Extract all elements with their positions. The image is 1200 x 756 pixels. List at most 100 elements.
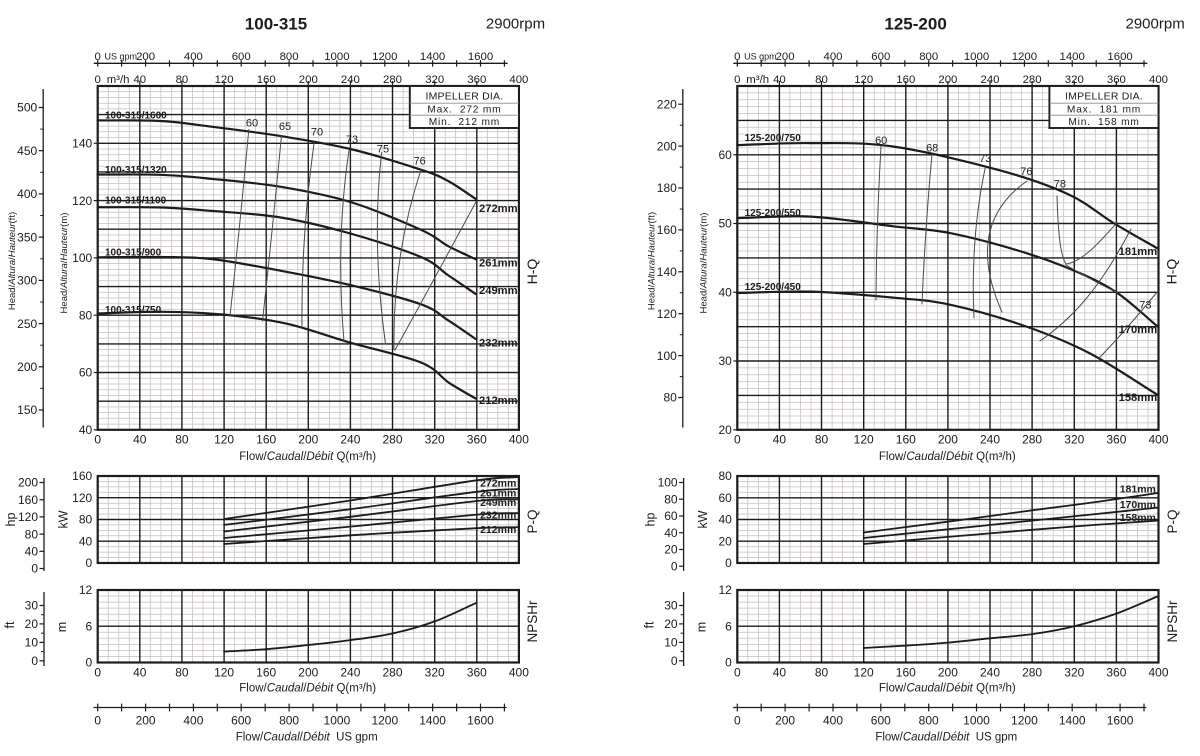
svg-text:0: 0 xyxy=(734,666,741,680)
svg-text:80: 80 xyxy=(79,513,93,527)
svg-text:120: 120 xyxy=(72,491,92,505)
svg-text:40: 40 xyxy=(79,423,93,437)
svg-text:20: 20 xyxy=(664,543,678,557)
svg-text:80: 80 xyxy=(664,492,678,506)
svg-text:158mm: 158mm xyxy=(1120,512,1156,524)
svg-text:kW: kW xyxy=(57,510,71,528)
svg-text:100-315/1600: 100-315/1600 xyxy=(105,111,167,122)
svg-text:250: 250 xyxy=(17,317,37,331)
svg-text:272mm: 272mm xyxy=(479,203,518,215)
svg-text:800: 800 xyxy=(279,714,299,728)
svg-text:2900rpm: 2900rpm xyxy=(1125,16,1184,33)
svg-text:120: 120 xyxy=(854,666,874,680)
svg-text:Flow/Caudal/Débit US gpm: Flow/Caudal/Débit US gpm xyxy=(875,732,1017,744)
svg-text:80: 80 xyxy=(176,74,189,86)
svg-text:300: 300 xyxy=(17,274,37,288)
svg-text:160: 160 xyxy=(72,469,92,483)
svg-text:120: 120 xyxy=(215,74,234,86)
svg-text:800: 800 xyxy=(280,51,299,63)
svg-text:320: 320 xyxy=(1064,666,1084,680)
svg-text:Min. 212 mm: Min. 212 mm xyxy=(429,117,500,128)
svg-text:Flow/Caudal/Débit US gpm: Flow/Caudal/Débit US gpm xyxy=(236,732,378,744)
svg-text:320: 320 xyxy=(425,74,444,86)
svg-text:400: 400 xyxy=(1148,433,1168,447)
svg-text:120: 120 xyxy=(18,510,38,524)
svg-text:Head/Altura/Hauteur(m): Head/Altura/Hauteur(m) xyxy=(699,213,710,314)
svg-text:40: 40 xyxy=(664,526,678,540)
svg-text:0: 0 xyxy=(94,666,101,680)
svg-text:0: 0 xyxy=(734,74,740,86)
svg-text:1200: 1200 xyxy=(1011,714,1038,728)
svg-text:600: 600 xyxy=(231,714,251,728)
svg-text:500: 500 xyxy=(17,101,37,115)
svg-text:80: 80 xyxy=(815,666,829,680)
svg-text:80: 80 xyxy=(175,666,189,680)
svg-text:m: m xyxy=(695,622,709,632)
svg-text:120: 120 xyxy=(854,433,874,447)
svg-text:Max. 181 mm: Max. 181 mm xyxy=(1067,105,1141,116)
svg-text:232mm: 232mm xyxy=(480,509,516,521)
svg-text:170mm: 170mm xyxy=(1120,499,1156,511)
svg-text:12: 12 xyxy=(79,583,93,597)
svg-text:160: 160 xyxy=(256,666,276,680)
svg-text:280: 280 xyxy=(1022,666,1042,680)
svg-text:60: 60 xyxy=(664,509,678,523)
svg-text:1000: 1000 xyxy=(963,714,990,728)
svg-text:0: 0 xyxy=(734,714,741,728)
svg-text:20: 20 xyxy=(25,617,39,631)
svg-text:0: 0 xyxy=(734,433,741,447)
svg-text:60: 60 xyxy=(718,491,732,505)
svg-text:800: 800 xyxy=(919,714,939,728)
svg-text:1200: 1200 xyxy=(1012,51,1037,63)
svg-text:Flow/Caudal/Débit Q(m³/h): Flow/Caudal/Débit Q(m³/h) xyxy=(879,451,1016,463)
svg-text:6: 6 xyxy=(725,619,732,633)
svg-text:200: 200 xyxy=(299,74,318,86)
svg-text:280: 280 xyxy=(382,433,402,447)
svg-text:1600: 1600 xyxy=(1107,714,1134,728)
svg-text:360: 360 xyxy=(1106,666,1126,680)
svg-text:0: 0 xyxy=(94,714,101,728)
svg-text:Flow/Caudal/Débit Q(m³/h): Flow/Caudal/Débit Q(m³/h) xyxy=(879,683,1016,695)
svg-text:800: 800 xyxy=(919,51,938,63)
svg-text:40: 40 xyxy=(25,545,39,559)
svg-text:232mm: 232mm xyxy=(479,338,518,350)
svg-text:40: 40 xyxy=(133,666,147,680)
svg-text:600: 600 xyxy=(871,51,890,63)
svg-text:1200: 1200 xyxy=(372,51,397,63)
svg-text:240: 240 xyxy=(341,74,360,86)
svg-text:100: 100 xyxy=(72,251,92,265)
svg-text:125-200/550: 125-200/550 xyxy=(745,208,802,219)
svg-text:US gpm: US gpm xyxy=(744,51,777,61)
svg-text:160: 160 xyxy=(18,493,38,507)
svg-text:20: 20 xyxy=(718,535,732,549)
svg-text:80: 80 xyxy=(175,433,189,447)
svg-text:m³/h: m³/h xyxy=(107,74,130,86)
svg-text:m: m xyxy=(55,622,69,632)
svg-text:200: 200 xyxy=(298,433,318,447)
svg-text:1400: 1400 xyxy=(1059,714,1086,728)
svg-text:P-Q: P-Q xyxy=(1165,509,1180,533)
svg-text:1400: 1400 xyxy=(419,714,446,728)
svg-text:40: 40 xyxy=(773,433,787,447)
svg-text:0: 0 xyxy=(725,656,732,670)
svg-text:100-315/1320: 100-315/1320 xyxy=(105,165,167,176)
svg-text:100: 100 xyxy=(658,476,678,490)
svg-text:60: 60 xyxy=(246,118,258,130)
svg-text:80: 80 xyxy=(815,74,828,86)
svg-text:240: 240 xyxy=(980,74,999,86)
svg-text:140: 140 xyxy=(72,137,92,151)
svg-text:P-Q: P-Q xyxy=(525,509,540,533)
svg-text:IMPELLER DIA.: IMPELLER DIA. xyxy=(1065,91,1143,103)
svg-text:400: 400 xyxy=(823,51,842,63)
svg-text:30: 30 xyxy=(664,599,678,613)
svg-text:200: 200 xyxy=(775,714,795,728)
svg-text:10: 10 xyxy=(25,636,39,650)
svg-text:100-315: 100-315 xyxy=(245,15,307,34)
svg-text:ft: ft xyxy=(643,621,657,628)
svg-text:76: 76 xyxy=(414,155,426,167)
svg-text:30: 30 xyxy=(718,354,732,368)
svg-text:120: 120 xyxy=(214,433,234,447)
svg-text:0: 0 xyxy=(671,559,678,573)
svg-text:80: 80 xyxy=(718,469,732,483)
svg-text:60: 60 xyxy=(875,135,887,147)
